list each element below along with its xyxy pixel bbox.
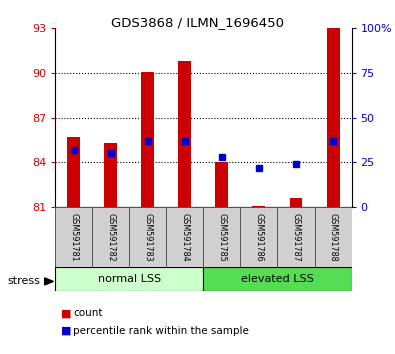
Bar xyxy=(55,267,203,291)
Bar xyxy=(179,61,192,207)
Bar xyxy=(141,72,154,207)
Bar xyxy=(67,137,80,207)
Text: elevated LSS: elevated LSS xyxy=(241,274,314,284)
Text: GSM591786: GSM591786 xyxy=(254,213,263,262)
Text: ■: ■ xyxy=(61,308,72,318)
Text: GSM591785: GSM591785 xyxy=(217,213,226,262)
Bar xyxy=(241,207,277,267)
Bar xyxy=(252,206,265,207)
Bar xyxy=(92,207,130,267)
Bar xyxy=(104,143,117,207)
Bar xyxy=(290,198,303,207)
Bar xyxy=(314,207,352,267)
Text: GSM591782: GSM591782 xyxy=(106,213,115,262)
Bar xyxy=(277,207,314,267)
Bar xyxy=(130,207,166,267)
Text: GSM591788: GSM591788 xyxy=(329,213,338,262)
Text: percentile rank within the sample: percentile rank within the sample xyxy=(73,326,249,336)
Text: GSM591787: GSM591787 xyxy=(292,213,301,262)
Bar xyxy=(203,267,352,291)
Bar xyxy=(55,207,92,267)
Text: GSM591784: GSM591784 xyxy=(181,213,190,262)
Bar xyxy=(203,207,241,267)
Bar xyxy=(166,207,203,267)
Bar xyxy=(327,28,340,207)
Text: count: count xyxy=(73,308,103,318)
Text: normal LSS: normal LSS xyxy=(98,274,161,284)
Text: stress: stress xyxy=(8,276,41,286)
Polygon shape xyxy=(45,278,53,285)
Text: GSM591781: GSM591781 xyxy=(69,213,78,262)
Text: ■: ■ xyxy=(61,326,72,336)
Text: GDS3868 / ILMN_1696450: GDS3868 / ILMN_1696450 xyxy=(111,16,284,29)
Bar xyxy=(215,162,228,207)
Text: GSM591783: GSM591783 xyxy=(143,213,152,262)
